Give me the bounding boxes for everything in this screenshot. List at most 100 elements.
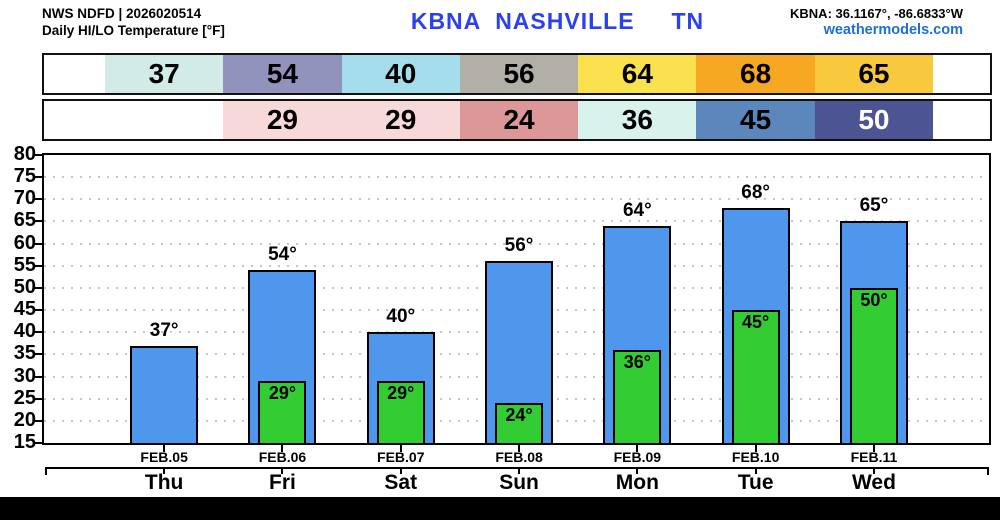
y-tick-label: 70: [13, 187, 36, 210]
lo-strip-cell: 29: [341, 101, 460, 139]
hi-lo-bar-chart: 37° 54° 29° 40° 29° 56° 24° 64° 36° 68° 45° 65° 50°: [42, 153, 991, 445]
day-axis-line: [45, 467, 989, 469]
hi-strip-cell: 54: [223, 55, 342, 93]
station-title: KBNA NASHVILLE TN: [410, 8, 705, 34]
day-axis-end-tick: [987, 467, 989, 475]
y-tick: [33, 353, 42, 356]
footer-bar: [0, 497, 1000, 520]
grid-line: [44, 242, 989, 245]
hi-strip-cell: 56: [459, 55, 579, 93]
lo-strip-cell: 36: [578, 101, 697, 139]
grid-line: [44, 176, 989, 179]
y-tick-label: 35: [13, 342, 36, 365]
y-tick: [33, 331, 42, 334]
day-axis-end-tick: [45, 467, 47, 475]
x-category-label: FEB.06: [258, 449, 307, 465]
header-right: KBNA: 36.1167°, -86.6833°W weathermodels…: [790, 5, 963, 39]
x-tick: [163, 445, 166, 452]
day-tick: [399, 467, 402, 474]
day-tick: [163, 467, 166, 474]
lo-temperature-strip: 29 29 24 36 45 50: [42, 99, 992, 141]
x-category-label: FEB.07: [377, 449, 425, 465]
x-category-label: FEB.09: [613, 449, 662, 465]
y-tick-label: 30: [13, 364, 36, 387]
y-tick-label: 25: [13, 386, 36, 409]
x-category-label: FEB.10: [731, 449, 780, 465]
lo-bar: [258, 380, 307, 443]
y-tick: [33, 154, 42, 156]
y-tick: [33, 242, 42, 245]
lo-bar: [613, 349, 662, 443]
hi-bar-label: 54°: [268, 244, 297, 266]
x-category-label: FEB.08: [495, 449, 543, 465]
lo-strip-cell: 45: [696, 101, 815, 139]
lo-bar-label: 24°: [505, 405, 533, 426]
y-tick: [33, 419, 42, 422]
x-tick: [636, 445, 639, 452]
hi-bar-label: 64°: [622, 199, 652, 221]
hi-bar-label: 68°: [741, 182, 770, 204]
x-tick: [281, 445, 284, 452]
x-tick: [872, 445, 875, 452]
y-tick-label: 40: [13, 320, 36, 343]
day-label: Sun: [499, 471, 539, 494]
station-coords: KBNA: 36.1167°, -86.6833°W: [790, 6, 963, 21]
hi-strip-trail-spacer: [933, 55, 990, 93]
x-tick: [518, 445, 521, 452]
hi-strip-cell: 65: [814, 55, 934, 93]
lo-strip-cell: 29: [223, 101, 342, 139]
day-label: Tue: [737, 471, 774, 494]
day-tick: [281, 467, 284, 474]
product-line: Daily HI/LO Temperature [°F]: [42, 23, 225, 38]
lo-strip-cell: 24: [459, 101, 579, 139]
hi-strip-lead-spacer: [44, 55, 105, 93]
x-tick: [399, 445, 402, 452]
y-tick: [33, 264, 42, 267]
header-left: NWS NDFD | 2026020514 Daily HI/LO Temper…: [42, 5, 225, 39]
lo-strip-cell: 50: [814, 101, 934, 139]
lo-bar: [731, 310, 780, 443]
hi-strip-cell: 64: [578, 55, 697, 93]
x-category-label: FEB.11: [850, 449, 898, 465]
y-tick: [33, 220, 42, 223]
lo-bar-label: 29°: [387, 382, 415, 403]
y-tick: [33, 442, 42, 444]
hi-strip-cell: 37: [105, 55, 224, 93]
y-tick-label: 60: [13, 231, 36, 254]
day-label: Sat: [384, 471, 418, 494]
lo-strip-trail-spacer: [933, 101, 990, 139]
y-tick: [33, 176, 42, 179]
lo-bar-label: 36°: [623, 351, 651, 372]
brand-text: weathermodels.com: [823, 22, 963, 38]
grid-line: [44, 220, 989, 223]
x-category-label: FEB.05: [140, 449, 188, 465]
hi-strip-cell: 40: [341, 55, 460, 93]
y-tick-label: 50: [13, 275, 36, 298]
lo-bar-label: 29°: [268, 382, 297, 403]
hi-bar: [130, 345, 199, 443]
y-tick-label: 65: [13, 209, 36, 232]
y-tick-label: 80: [13, 143, 36, 165]
y-tick-label: 75: [13, 165, 36, 188]
hi-temperature-strip: 37 54 40 56 64 68 65: [42, 53, 992, 95]
y-tick-label: 55: [13, 253, 36, 276]
source-line: NWS NDFD | 2026020514: [42, 6, 202, 21]
lo-bar: [376, 380, 425, 443]
hi-bar-label: 37°: [149, 319, 179, 341]
hi-strip-cell: 68: [696, 55, 815, 93]
day-label: Thu: [144, 471, 184, 494]
y-tick: [33, 198, 42, 201]
y-tick-label: 20: [13, 408, 36, 431]
hi-bar-label: 40°: [386, 306, 416, 328]
y-tick-label: 15: [13, 431, 36, 453]
x-tick: [754, 445, 757, 452]
lo-bar: [495, 403, 544, 443]
lo-bar-label: 50°: [860, 289, 888, 310]
day-tick: [636, 467, 639, 474]
y-tick-label: 45: [13, 298, 36, 321]
day-label: Fri: [269, 471, 296, 494]
y-tick: [33, 309, 42, 312]
y-tick: [33, 375, 42, 378]
lo-bar-label: 45°: [742, 312, 770, 333]
